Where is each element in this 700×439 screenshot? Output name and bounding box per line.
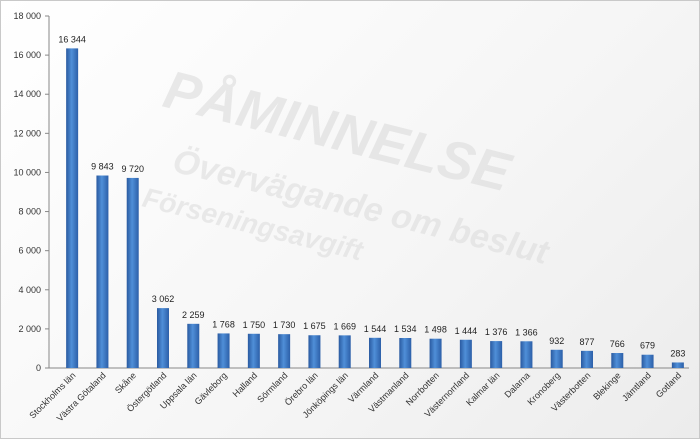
category-label: Blekinge xyxy=(591,370,622,401)
category-label: Halland xyxy=(231,370,260,399)
bar xyxy=(611,353,624,368)
y-tick-label: 10 000 xyxy=(13,167,41,177)
category-label: Jämtland xyxy=(620,370,653,403)
bar xyxy=(187,323,200,368)
bar xyxy=(66,48,79,368)
data-label: 3 062 xyxy=(152,294,175,304)
category-label: Gävleborg xyxy=(193,370,229,406)
bar xyxy=(581,350,593,368)
y-tick-label: 14 000 xyxy=(13,89,41,99)
y-tick-label: 6 000 xyxy=(18,246,41,256)
data-label: 1 366 xyxy=(515,327,538,337)
bar xyxy=(399,338,412,368)
bar xyxy=(369,337,381,368)
data-label: 679 xyxy=(640,341,655,351)
data-label: 766 xyxy=(610,339,625,349)
data-label: 1 498 xyxy=(424,325,447,335)
data-label: 1 768 xyxy=(212,319,235,329)
watermark: PÅMINNELSE Övervägande om beslut Förseni… xyxy=(140,59,554,272)
bar xyxy=(429,338,442,368)
data-label: 877 xyxy=(579,337,594,347)
y-tick-label: 12 000 xyxy=(13,128,41,138)
category-label: Gotland xyxy=(654,370,683,399)
bar xyxy=(338,335,351,368)
bar xyxy=(96,175,109,368)
data-label: 283 xyxy=(670,348,685,358)
bar xyxy=(247,333,260,368)
y-tick-label: 18 000 xyxy=(13,11,41,21)
bar xyxy=(550,349,563,368)
data-label: 1 730 xyxy=(273,320,296,330)
data-label: 1 444 xyxy=(455,326,478,336)
y-tick-label: 4 000 xyxy=(18,285,41,295)
axes: 0 2 000 4 000 6 000 8 000 10 000 12 000 14 000 1… xyxy=(13,11,689,373)
bar xyxy=(278,334,291,368)
data-label: 1 750 xyxy=(243,320,266,330)
y-tick-label: 8 000 xyxy=(18,207,41,217)
bar xyxy=(308,335,321,368)
data-label: 9 720 xyxy=(121,164,144,174)
bar xyxy=(641,354,654,368)
data-label: 1 675 xyxy=(303,321,326,331)
data-label: 1 544 xyxy=(364,324,387,334)
y-tick-label: 2 000 xyxy=(18,324,41,334)
y-tick-label: 0 xyxy=(36,363,41,373)
data-label: 1 376 xyxy=(485,327,508,337)
data-label: 932 xyxy=(549,336,564,346)
bar xyxy=(671,362,684,368)
bar xyxy=(490,341,503,368)
data-label: 1 669 xyxy=(333,321,356,331)
bar xyxy=(157,308,169,368)
data-label: 9 843 xyxy=(91,162,114,172)
bar xyxy=(520,341,533,368)
bar xyxy=(459,339,472,368)
data-label: 16 344 xyxy=(58,34,86,44)
data-label: 2 259 xyxy=(182,310,205,320)
bars xyxy=(66,48,684,368)
bar xyxy=(126,177,139,368)
data-label: 1 534 xyxy=(394,324,417,334)
y-tick-label: 16 000 xyxy=(13,50,41,60)
bar xyxy=(217,333,230,368)
category-label: Skåne xyxy=(113,370,138,395)
category-label: Dalarna xyxy=(502,370,531,399)
